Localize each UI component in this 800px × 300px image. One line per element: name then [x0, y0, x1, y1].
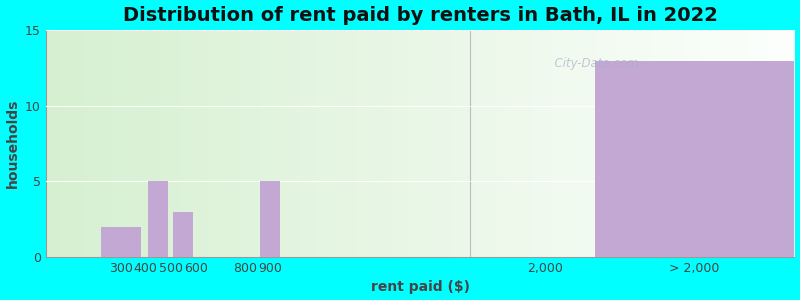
Text: City-Data.com: City-Data.com: [547, 58, 639, 70]
Bar: [101, 227, 141, 257]
Title: Distribution of rent paid by renters in Bath, IL in 2022: Distribution of rent paid by renters in …: [122, 6, 718, 25]
Bar: [148, 182, 168, 257]
Bar: [595, 61, 794, 257]
X-axis label: rent paid ($): rent paid ($): [370, 280, 470, 294]
Bar: [261, 182, 281, 257]
Y-axis label: households: households: [6, 99, 19, 188]
Bar: [173, 212, 193, 257]
